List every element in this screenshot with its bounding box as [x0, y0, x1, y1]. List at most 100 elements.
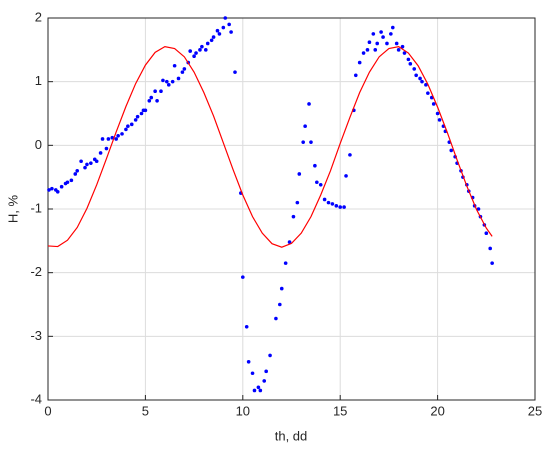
scatter-point [278, 302, 282, 307]
scatter-point [194, 51, 198, 55]
scatter-point [396, 48, 401, 52]
scatter-point [381, 35, 385, 39]
y-tick-label: 0 [35, 137, 42, 152]
scatter-point [182, 67, 187, 71]
scatter-point [353, 73, 358, 78]
scatter-point [449, 148, 454, 153]
scatter-point [104, 146, 109, 151]
scatter-point [490, 261, 494, 265]
y-tick-label: -1 [30, 200, 42, 215]
x-axis-label: th, dd [275, 428, 308, 443]
scatter-point [431, 102, 436, 106]
scatter-point [342, 205, 346, 209]
scatter-point [371, 32, 376, 36]
scatter-point [55, 190, 60, 194]
scatter-point [291, 214, 296, 219]
scatter-point [114, 137, 118, 141]
scatter-point [408, 62, 413, 66]
scatter-point [250, 371, 255, 376]
scatter-point [65, 180, 70, 185]
y-tick-label: -4 [30, 391, 42, 406]
scatter-point [227, 22, 231, 27]
scatter-point [89, 161, 93, 165]
scatter-point [258, 388, 263, 393]
scatter-point [229, 30, 233, 34]
scatter-point [161, 78, 165, 83]
scatter-point [418, 76, 422, 81]
y-tick-label: 1 [35, 73, 42, 88]
scatter-point [424, 83, 428, 87]
scatter-point [309, 140, 313, 144]
scatter-point [170, 79, 175, 84]
scatter-point [334, 204, 339, 208]
scatter-point [394, 41, 399, 46]
scatter-point [246, 360, 251, 364]
scatter-point [338, 205, 343, 209]
scatter-point [106, 137, 111, 141]
plot-frame [47, 17, 536, 401]
scatter-point [120, 132, 124, 136]
scatter-point [268, 353, 272, 358]
scatter-point [172, 63, 177, 68]
scatter-point [155, 98, 159, 103]
scatter-point [313, 163, 317, 168]
scatter-point [435, 111, 440, 116]
scatter-point [85, 162, 89, 167]
x-tick-label: 20 [430, 403, 444, 418]
scatter-point [476, 207, 481, 211]
scatter-point [192, 54, 196, 58]
scatter-point [133, 118, 138, 122]
scatter-point [379, 30, 383, 34]
scatter-point [326, 200, 331, 205]
y-tick-label: 2 [35, 9, 42, 24]
scatter-point [279, 286, 284, 291]
scatter-point [412, 67, 417, 71]
scatter-point [322, 197, 327, 202]
scatter-point [426, 91, 430, 95]
scatter-point [47, 188, 51, 192]
scatter-point [83, 165, 87, 170]
scatter-point [73, 172, 78, 176]
scatter-point [385, 41, 389, 46]
x-tick-label: 0 [44, 403, 51, 418]
scatter-point [283, 261, 288, 265]
x-tick-label: 25 [528, 403, 542, 418]
scatter-point [79, 159, 83, 164]
scatter-point [149, 95, 154, 100]
scatter-point [188, 49, 193, 53]
scatter-point [198, 48, 202, 52]
scatter-point [330, 202, 335, 206]
scatter-point [147, 98, 152, 103]
scatter-point [307, 102, 311, 106]
y-axis-label: H, % [5, 194, 20, 223]
scatter-point [315, 180, 319, 185]
scatter-point [217, 32, 222, 36]
scatter-point [215, 28, 220, 33]
scatter-point [153, 89, 157, 94]
scatter-point [221, 25, 226, 30]
scatter-point [390, 25, 395, 30]
scatter-point [256, 385, 261, 390]
scatter-point [389, 32, 393, 36]
scatter-point [357, 60, 362, 65]
scatter-point [124, 127, 128, 132]
scatter-point [367, 40, 372, 44]
scatter-point [209, 38, 214, 43]
x-tick-label: 15 [333, 403, 347, 418]
scatter-point [365, 48, 370, 52]
scatter-point [180, 70, 185, 74]
scatter-point [100, 137, 105, 141]
y-tick-label: -3 [30, 328, 42, 343]
x-tick-label: 5 [142, 403, 149, 418]
scatter-point [166, 83, 171, 87]
line-series [47, 46, 493, 248]
scatter-point [223, 16, 228, 20]
scatter-point [484, 231, 489, 235]
scatter-point [176, 76, 181, 81]
scatter-point [348, 153, 352, 157]
scatter-point [406, 57, 411, 62]
scatter-point [139, 111, 144, 116]
scatter-point [420, 79, 424, 84]
scatter-point [274, 316, 278, 321]
